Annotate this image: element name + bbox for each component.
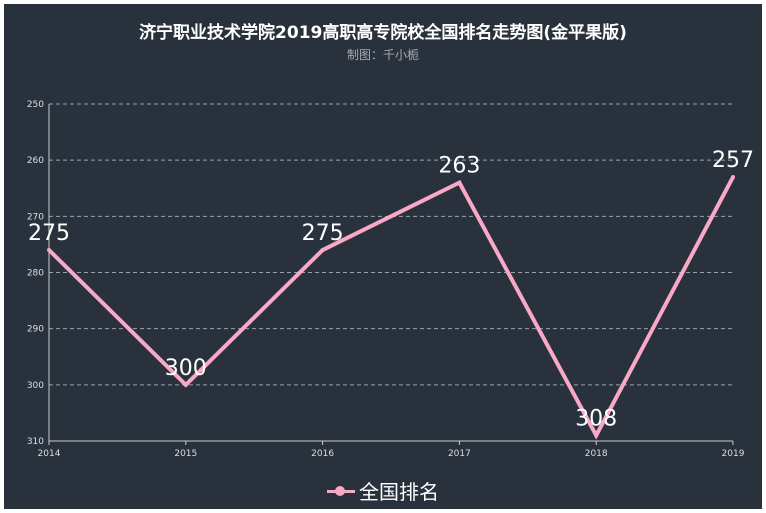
chart-title: 济宁职业技术学院2019高职高专院校全国排名走势图(金平果版) xyxy=(139,23,627,43)
x-tick-label: 2014 xyxy=(38,449,61,459)
series-line xyxy=(47,176,735,440)
data-point xyxy=(183,382,188,387)
data-label: 300 xyxy=(165,356,207,381)
x-tick-label: 2017 xyxy=(448,449,471,459)
legend-series-icon xyxy=(327,484,355,498)
y-tick-label: 290 xyxy=(27,325,44,335)
rank-line-chart: 250 260 270 280 290 300 310 2014 2015 2016 2017 201… xyxy=(27,100,754,459)
legend[interactable]: 全国排名 xyxy=(4,476,762,505)
legend-series-label: 全国排名 xyxy=(359,480,439,504)
data-point xyxy=(594,433,599,438)
chart-frame: 济宁职业技术学院2019高职高专院校全国排名走势图(金平果版) 制图：千小栀 2… xyxy=(4,4,762,509)
chart-subtitle: 制图：千小栀 xyxy=(346,48,419,62)
data-point xyxy=(47,248,51,253)
x-tick-label: 2019 xyxy=(722,449,745,459)
data-label: 257 xyxy=(712,148,754,173)
y-tick-label: 310 xyxy=(27,437,44,447)
x-tick-label: 2016 xyxy=(311,449,334,459)
y-tick-label: 280 xyxy=(27,269,44,279)
x-tick-label: 2015 xyxy=(174,449,197,459)
x-tick-label: 2018 xyxy=(585,449,608,459)
data-label: 275 xyxy=(302,221,344,246)
y-tick-label: 270 xyxy=(27,212,44,222)
data-point xyxy=(731,175,735,180)
y-tick-label: 260 xyxy=(27,156,44,166)
data-label: 275 xyxy=(28,221,70,246)
data-label: 263 xyxy=(438,154,480,179)
y-tick-label: 300 xyxy=(27,381,44,391)
y-tick-label: 250 xyxy=(27,100,44,110)
data-label: 308 xyxy=(575,406,617,431)
data-point xyxy=(457,180,462,185)
data-point xyxy=(320,248,325,253)
